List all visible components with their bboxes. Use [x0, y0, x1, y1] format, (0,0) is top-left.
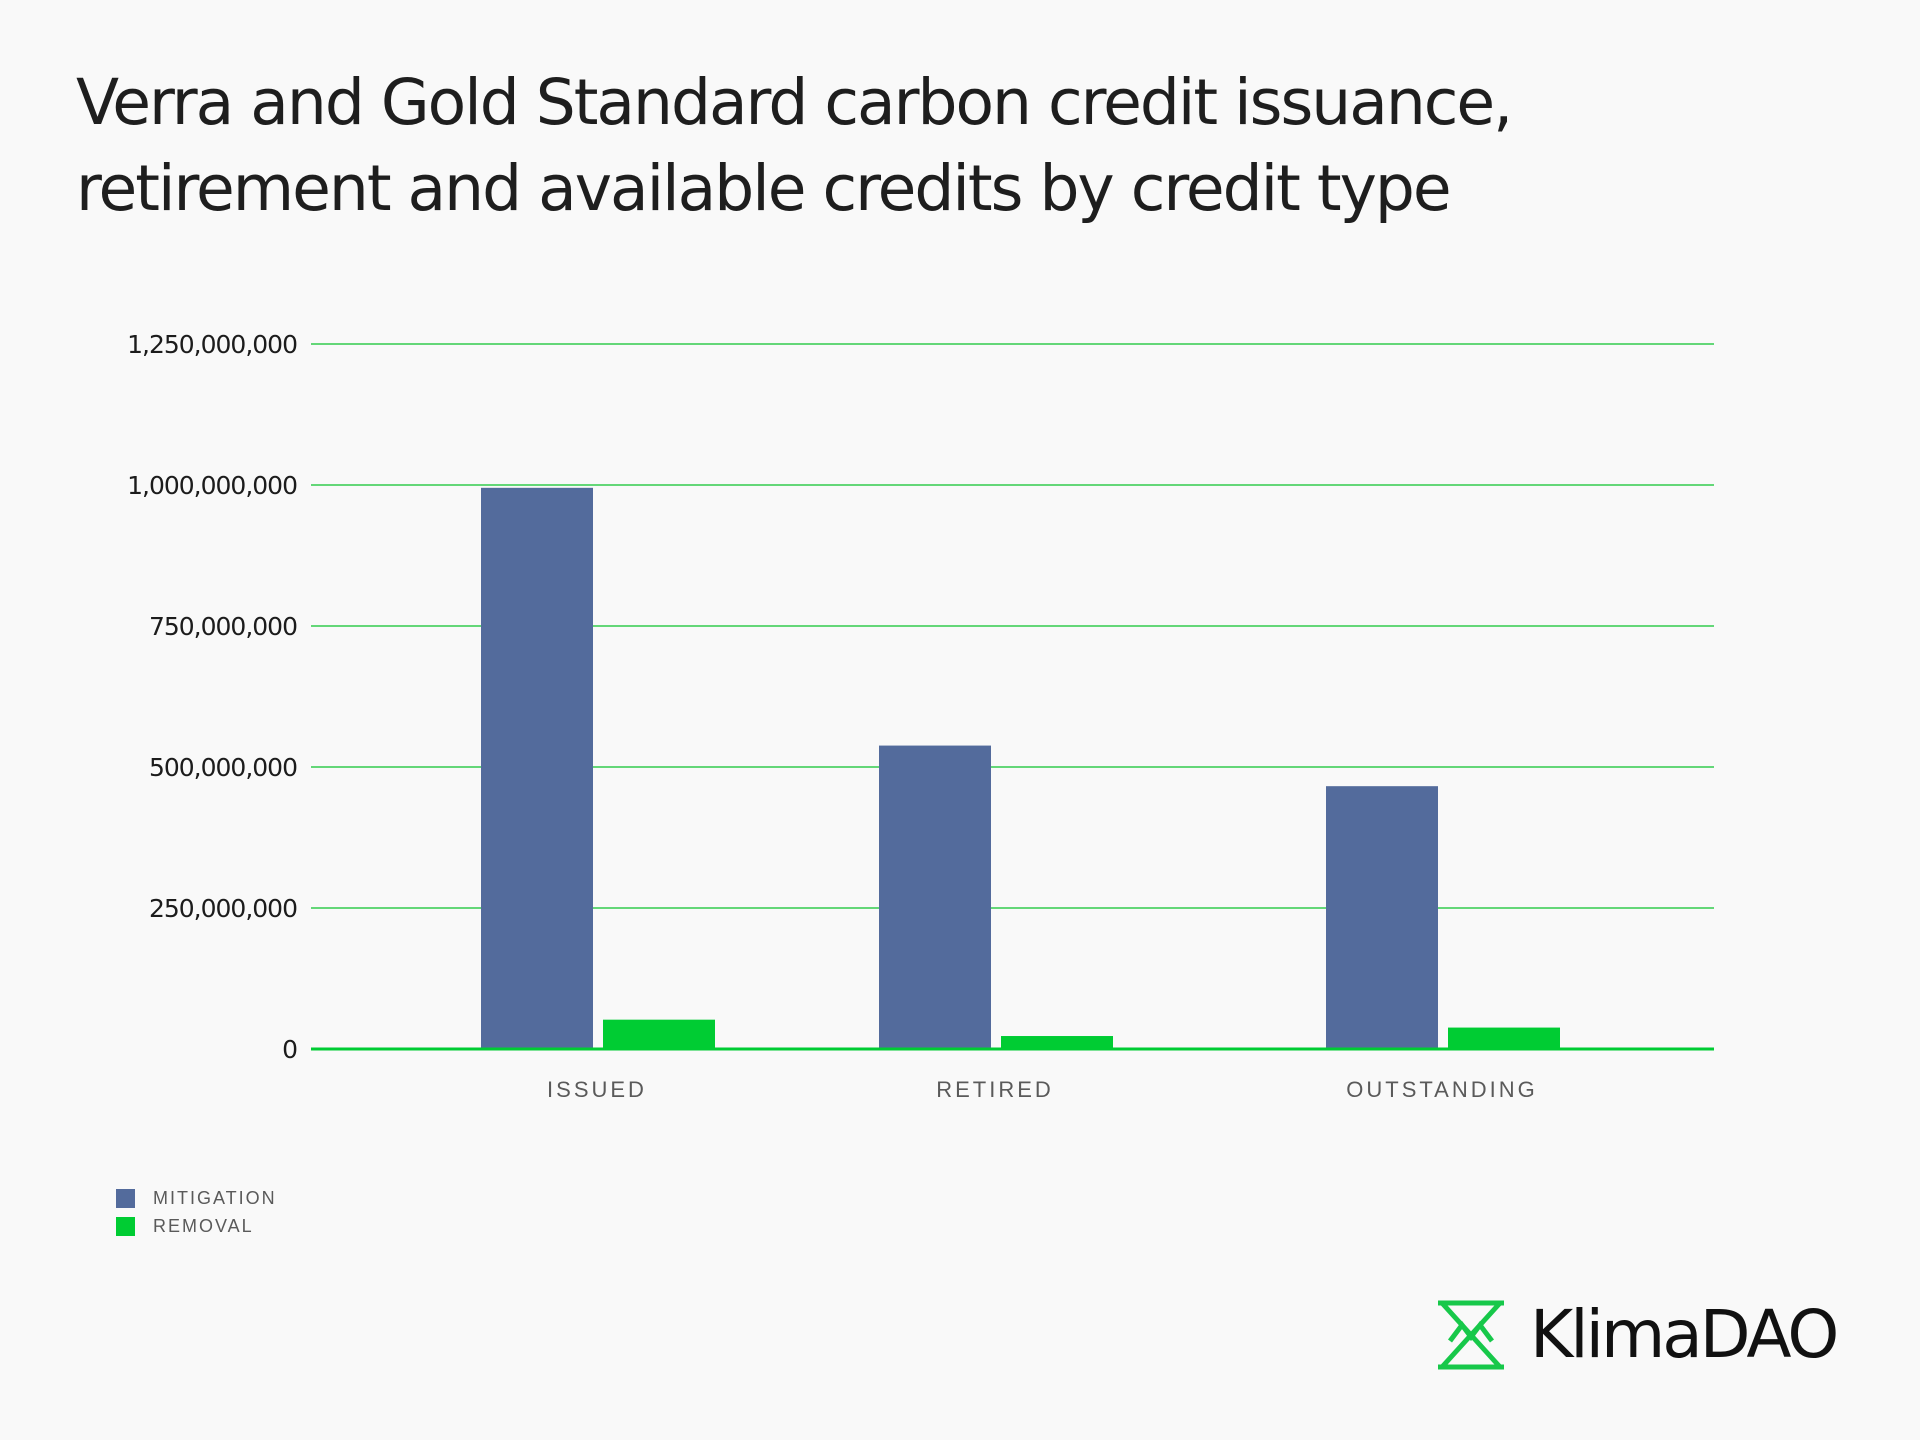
bar-chart: 0 250,000,000 500,000,000 750,000,000 1,000,… [127, 330, 1714, 1102]
bar-mitigation-retired [879, 745, 991, 1049]
bar-removal-issued [603, 1019, 715, 1049]
legend-label-removal: REMOVAL [153, 1215, 254, 1236]
x-tick-label: RETIRED [936, 1077, 1054, 1102]
chart-title-line-1: Verra and Gold Standard carbon credit is… [76, 66, 1513, 139]
legend-label-mitigation: MITIGATION [153, 1187, 277, 1208]
y-tick-label: 1,250,000,000 [127, 330, 297, 359]
bar-removal-outstanding [1448, 1027, 1560, 1049]
y-tick-label: 250,000,000 [149, 894, 297, 923]
legend-item-mitigation: MITIGATION [116, 1184, 277, 1212]
legend-swatch-mitigation [116, 1188, 135, 1208]
klimadao-logo-icon [1438, 1300, 1504, 1369]
bar-mitigation-outstanding [1326, 786, 1438, 1049]
y-tick-label: 0 [282, 1035, 297, 1064]
brand-name: KlimaDAO [1530, 1296, 1839, 1373]
y-tick-label: 500,000,000 [149, 753, 297, 782]
x-tick-label: ISSUED [547, 1077, 647, 1102]
brand-logo: KlimaDAO [1434, 1296, 1839, 1373]
legend-item-removal: REMOVAL [116, 1212, 277, 1240]
chart-title: Verra and Gold Standard carbon credit is… [76, 60, 1776, 232]
legend: MITIGATION REMOVAL [116, 1184, 277, 1240]
y-tick-label: 750,000,000 [149, 612, 297, 641]
y-tick-label: 1,000,000,000 [127, 471, 297, 500]
x-tick-label: OUTSTANDING [1346, 1077, 1537, 1102]
chart-title-line-2: retirement and available credits by cred… [76, 152, 1452, 225]
legend-swatch-removal [116, 1216, 135, 1236]
bar-removal-retired [1001, 1036, 1113, 1049]
bar-mitigation-issued [481, 487, 593, 1049]
